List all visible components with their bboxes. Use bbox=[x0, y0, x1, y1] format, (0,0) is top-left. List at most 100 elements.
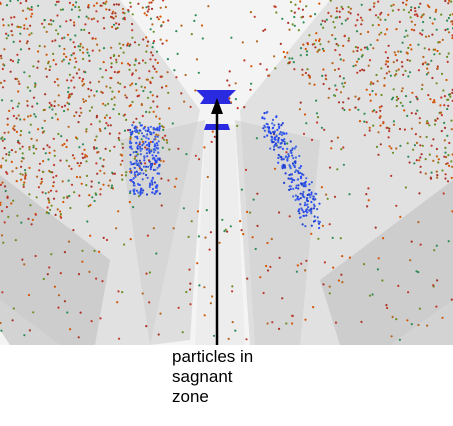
particle bbox=[377, 1, 379, 3]
particle bbox=[273, 5, 275, 7]
particle bbox=[98, 81, 100, 83]
particle bbox=[271, 136, 273, 138]
particle bbox=[414, 10, 416, 12]
particle bbox=[367, 31, 369, 33]
particle bbox=[2, 18, 4, 20]
particle bbox=[0, 55, 2, 57]
particle bbox=[448, 165, 450, 167]
particle bbox=[131, 29, 133, 31]
particle bbox=[121, 154, 123, 156]
particle bbox=[402, 2, 404, 4]
particle bbox=[356, 72, 358, 74]
particle bbox=[94, 200, 96, 202]
particle bbox=[436, 279, 438, 281]
particle bbox=[117, 71, 119, 73]
particle bbox=[73, 115, 75, 117]
particle bbox=[436, 29, 438, 31]
particle bbox=[114, 104, 116, 106]
particle bbox=[252, 236, 254, 238]
particle bbox=[99, 170, 101, 172]
particle bbox=[148, 301, 150, 303]
particle bbox=[75, 111, 77, 113]
particle bbox=[72, 4, 74, 6]
particle bbox=[311, 139, 313, 141]
particle bbox=[156, 51, 158, 53]
particle bbox=[85, 100, 87, 102]
particle bbox=[87, 6, 89, 8]
particle bbox=[180, 25, 182, 27]
particle bbox=[366, 205, 368, 207]
particle bbox=[336, 168, 338, 170]
particle bbox=[203, 286, 205, 288]
particle bbox=[399, 339, 401, 341]
particle bbox=[7, 118, 9, 120]
particle bbox=[150, 1, 152, 3]
particle bbox=[380, 67, 382, 69]
particle bbox=[435, 306, 437, 308]
particle bbox=[109, 179, 111, 181]
particle bbox=[47, 62, 49, 64]
particle bbox=[370, 81, 372, 83]
particle bbox=[429, 98, 431, 100]
particle bbox=[295, 199, 297, 201]
particle bbox=[32, 311, 34, 313]
particle bbox=[158, 140, 160, 142]
particle bbox=[262, 127, 264, 129]
particle bbox=[182, 331, 184, 333]
particle bbox=[53, 138, 55, 140]
particle bbox=[130, 163, 132, 165]
particle bbox=[118, 91, 120, 93]
particle bbox=[444, 29, 446, 31]
particle bbox=[256, 225, 258, 227]
particle bbox=[87, 52, 89, 54]
particle bbox=[73, 21, 75, 23]
particle bbox=[57, 118, 59, 120]
particle bbox=[17, 90, 19, 92]
particle bbox=[55, 63, 57, 65]
particle bbox=[28, 294, 30, 296]
particle bbox=[132, 13, 134, 15]
particle bbox=[89, 110, 91, 112]
particle bbox=[70, 19, 72, 21]
particle bbox=[393, 124, 395, 126]
particle bbox=[159, 123, 161, 125]
particle bbox=[278, 328, 280, 330]
particle bbox=[23, 334, 25, 336]
particle bbox=[259, 63, 261, 65]
particle bbox=[20, 166, 22, 168]
particle bbox=[8, 151, 10, 153]
particle bbox=[436, 148, 438, 150]
particle bbox=[266, 69, 268, 71]
particle bbox=[143, 155, 145, 157]
particle bbox=[360, 49, 362, 51]
particle bbox=[411, 241, 413, 243]
particle bbox=[264, 29, 266, 31]
particle bbox=[42, 160, 44, 162]
particle bbox=[421, 34, 423, 36]
particle bbox=[288, 174, 290, 176]
particle bbox=[313, 196, 315, 198]
particle bbox=[4, 132, 6, 134]
particle bbox=[320, 23, 322, 25]
particle bbox=[396, 99, 398, 101]
particle bbox=[359, 70, 361, 72]
particle bbox=[127, 9, 129, 11]
particle bbox=[20, 130, 22, 132]
particle bbox=[349, 257, 351, 259]
particle bbox=[293, 16, 295, 18]
particle bbox=[278, 126, 280, 128]
particle bbox=[274, 67, 276, 69]
particle bbox=[390, 75, 392, 77]
particle bbox=[57, 307, 59, 309]
particle bbox=[129, 201, 131, 203]
particle bbox=[440, 96, 442, 98]
particle bbox=[0, 57, 2, 59]
particle bbox=[60, 217, 62, 219]
particle bbox=[255, 248, 257, 250]
particle bbox=[231, 290, 233, 292]
particle bbox=[409, 161, 411, 163]
particle bbox=[342, 101, 344, 103]
particle bbox=[31, 6, 33, 8]
particle bbox=[432, 160, 434, 162]
particle bbox=[23, 263, 25, 265]
